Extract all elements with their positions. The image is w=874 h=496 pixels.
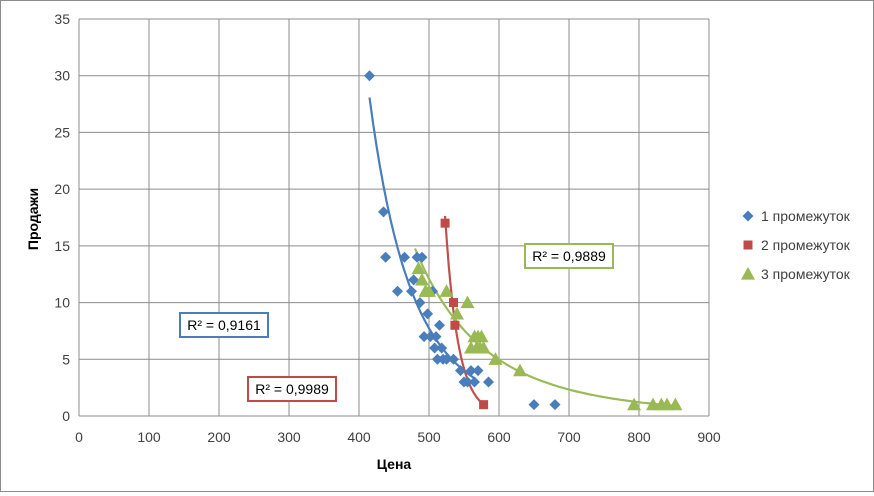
x-tick-label: 200	[207, 429, 231, 445]
point-series-3	[627, 397, 642, 411]
data-points	[364, 70, 683, 411]
point-series-1	[465, 365, 477, 377]
x-tick-label: 0	[75, 429, 83, 445]
legend-label-series-3: 3 промежуток	[761, 266, 851, 282]
r2-box-series-1	[179, 312, 269, 338]
legend-label-series-1: 1 промежуток	[761, 208, 851, 224]
legend-marker-series-2	[743, 240, 753, 250]
point-series-3	[422, 284, 436, 297]
point-series-1	[441, 353, 452, 365]
x-tick-label: 100	[137, 429, 161, 445]
x-tick-label: 900	[697, 429, 721, 445]
y-tick-label: 35	[54, 11, 70, 27]
point-series-1	[483, 376, 494, 388]
point-series-1	[364, 70, 375, 82]
point-series-3	[668, 397, 683, 411]
legend: 1 промежуток 2 промежуток 3 промежуток	[741, 208, 851, 282]
r2-labels: R² = 0,9161 R² = 0,9989 R² = 0,9889	[179, 243, 614, 402]
point-series-1	[380, 251, 392, 263]
x-tick-label: 400	[347, 429, 371, 445]
point-series-1	[434, 319, 445, 331]
point-series-1	[399, 251, 410, 263]
point-series-1	[528, 399, 540, 411]
point-series-1	[416, 251, 428, 263]
trendline-series-1	[368, 97, 476, 380]
point-series-1	[378, 206, 389, 218]
y-tick-label: 10	[54, 295, 70, 311]
point-series-1	[422, 308, 434, 320]
x-tick-label: 600	[487, 429, 511, 445]
trendline-series-2	[444, 215, 485, 406]
point-series-1	[472, 365, 484, 377]
r2-label-series-2: R² = 0,9989	[255, 381, 329, 397]
point-series-3	[439, 284, 454, 297]
y-tick-label: 15	[54, 238, 70, 254]
grid	[79, 18, 710, 416]
point-series-1	[424, 331, 436, 343]
y-tick-label: 20	[54, 181, 70, 197]
point-series-1	[549, 399, 561, 411]
point-series-3	[450, 306, 464, 320]
y-tick-label: 0	[62, 408, 70, 424]
point-series-1	[431, 353, 443, 365]
point-series-1	[392, 285, 403, 297]
r2-label-series-1: R² = 0,9161	[187, 317, 261, 333]
point-series-3	[513, 363, 527, 377]
y-tick-label: 25	[54, 124, 70, 140]
point-series-3	[488, 352, 503, 365]
point-series-3	[411, 261, 426, 275]
trendlines	[368, 97, 678, 408]
point-series-1	[406, 285, 417, 297]
point-series-2	[450, 320, 460, 330]
r2-label-series-3: R² = 0,9889	[532, 248, 606, 264]
x-axis-title: Цена	[377, 456, 412, 472]
x-tick-label: 700	[557, 429, 581, 445]
point-series-1	[448, 353, 459, 365]
point-series-2	[449, 298, 458, 308]
point-series-3	[474, 329, 489, 343]
point-series-3	[415, 272, 429, 286]
point-series-1	[436, 342, 448, 354]
y-tick-label: 30	[54, 68, 70, 84]
y-tick-label: 5	[62, 351, 70, 367]
r2-box-series-3	[524, 243, 614, 269]
x-tick-label: 500	[417, 429, 441, 445]
legend-label-series-2: 2 промежуток	[761, 237, 851, 253]
point-series-1	[408, 274, 420, 286]
x-tick-label: 800	[627, 429, 651, 445]
point-series-1	[455, 365, 466, 377]
point-series-1	[418, 331, 430, 343]
point-series-1	[414, 297, 426, 309]
point-series-3	[460, 295, 475, 309]
legend-marker-series-1	[742, 210, 754, 222]
point-series-1	[462, 376, 473, 388]
point-series-1	[429, 342, 441, 354]
point-series-2	[440, 218, 450, 228]
x-tick-label: 300	[277, 429, 301, 445]
point-series-2	[479, 400, 489, 410]
y-axis-title: Продажи	[25, 188, 41, 250]
axes: 0 5 10 15 20 25 30 35 0 100 200 300 400 500 600 700 800 9…	[54, 11, 720, 445]
point-series-1	[469, 376, 480, 388]
point-series-3	[476, 340, 491, 354]
legend-marker-series-3	[741, 267, 755, 280]
r2-box-series-2	[247, 376, 337, 402]
point-series-1	[430, 331, 442, 343]
